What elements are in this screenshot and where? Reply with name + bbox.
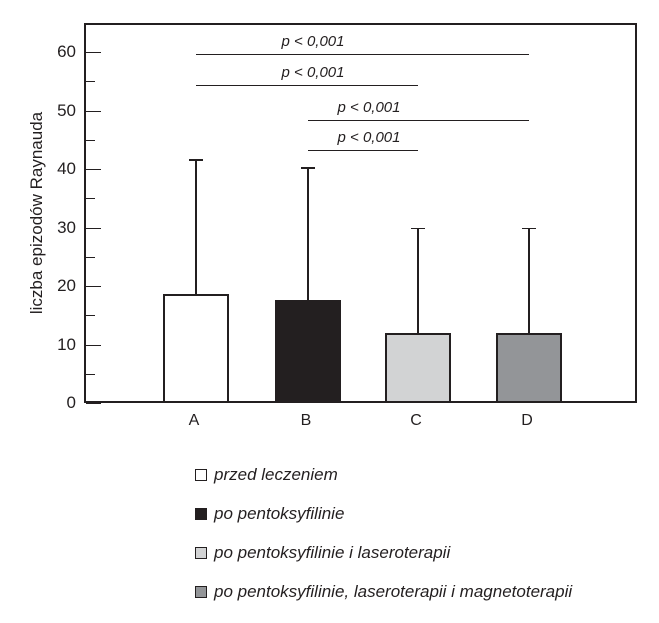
x-category-label-B: B xyxy=(300,412,312,429)
y-axis-minor-tick xyxy=(86,139,95,141)
y-axis-tick-label: 60 xyxy=(57,42,76,62)
bar-D xyxy=(496,333,562,403)
y-axis-tick-label: 10 xyxy=(57,334,76,354)
significance-line-AC xyxy=(196,85,418,87)
legend-label-3: po pentoksyfilinie, laseroterapii i magn… xyxy=(214,581,573,601)
y-axis-major-tick xyxy=(86,286,101,288)
y-axis-minor-tick xyxy=(86,315,95,317)
legend-label-0: przed leczeniem xyxy=(214,464,338,484)
y-axis-major-tick xyxy=(86,169,101,171)
y-axis-tick-label: 20 xyxy=(57,276,76,296)
significance-label-AC: p < 0,001 xyxy=(281,64,345,82)
significance-label-AD: p < 0,001 xyxy=(281,33,345,51)
y-axis-tick-label: 40 xyxy=(57,159,76,179)
error-bar-stem-B xyxy=(307,167,309,300)
error-bar-cap-B xyxy=(301,167,315,169)
legend-swatch-1 xyxy=(195,507,207,520)
x-category-label-C: C xyxy=(410,412,422,429)
legend-swatch-2 xyxy=(195,546,207,559)
significance-line-BD xyxy=(308,120,529,122)
plot-area: p < 0,001 p < 0,001 p < 0,001 p < 0,001 xyxy=(84,23,637,404)
y-axis-tick-label: 0 xyxy=(66,393,76,412)
error-bar-stem-A xyxy=(195,159,197,294)
y-axis-major-tick xyxy=(86,403,101,404)
significance-line-AD xyxy=(196,54,529,56)
error-bar-stem-C xyxy=(417,227,419,334)
y-axis-major-tick xyxy=(86,344,101,346)
y-axis-minor-tick xyxy=(86,256,95,258)
legend-item-2: po pentoksyfilinie i laseroterapii xyxy=(195,540,572,565)
legend-swatch-3 xyxy=(195,585,207,598)
legend-item-1: po pentoksyfilinie xyxy=(195,501,572,526)
legend-swatch-0 xyxy=(195,468,207,481)
legend: przed leczeniem po pentoksyfilinie po pent… xyxy=(195,462,572,618)
error-bar-cap-A xyxy=(189,159,203,162)
significance-label-BD: p < 0,001 xyxy=(337,99,401,117)
bar-A xyxy=(163,293,229,403)
error-bar-cap-C xyxy=(411,227,425,230)
legend-item-3: po pentoksyfilinie, laseroterapii i magn… xyxy=(195,579,572,604)
bar-C xyxy=(385,333,451,403)
x-category-label-D: D xyxy=(521,412,533,429)
y-axis-minor-tick xyxy=(86,198,95,200)
y-axis-minor-tick xyxy=(86,373,95,375)
y-axis-major-tick xyxy=(86,110,101,112)
y-axis-tick-label: 50 xyxy=(57,100,76,120)
y-axis-major-tick xyxy=(86,52,101,54)
error-bar-stem-D xyxy=(528,227,530,334)
y-axis-minor-tick xyxy=(86,81,95,83)
error-bar-cap-D xyxy=(522,227,536,230)
significance-label-BC: p < 0,001 xyxy=(337,129,401,147)
legend-item-0: przed leczeniem xyxy=(195,462,572,487)
y-axis-major-tick xyxy=(86,227,101,229)
significance-line-BC xyxy=(308,150,418,152)
legend-label-1: po pentoksyfilinie xyxy=(214,503,345,523)
legend-label-2: po pentoksyfilinie i laseroterapii xyxy=(214,542,451,562)
y-axis-tick-label: 30 xyxy=(57,217,76,237)
bar-B xyxy=(275,299,341,403)
x-category-label-A: A xyxy=(188,412,200,429)
